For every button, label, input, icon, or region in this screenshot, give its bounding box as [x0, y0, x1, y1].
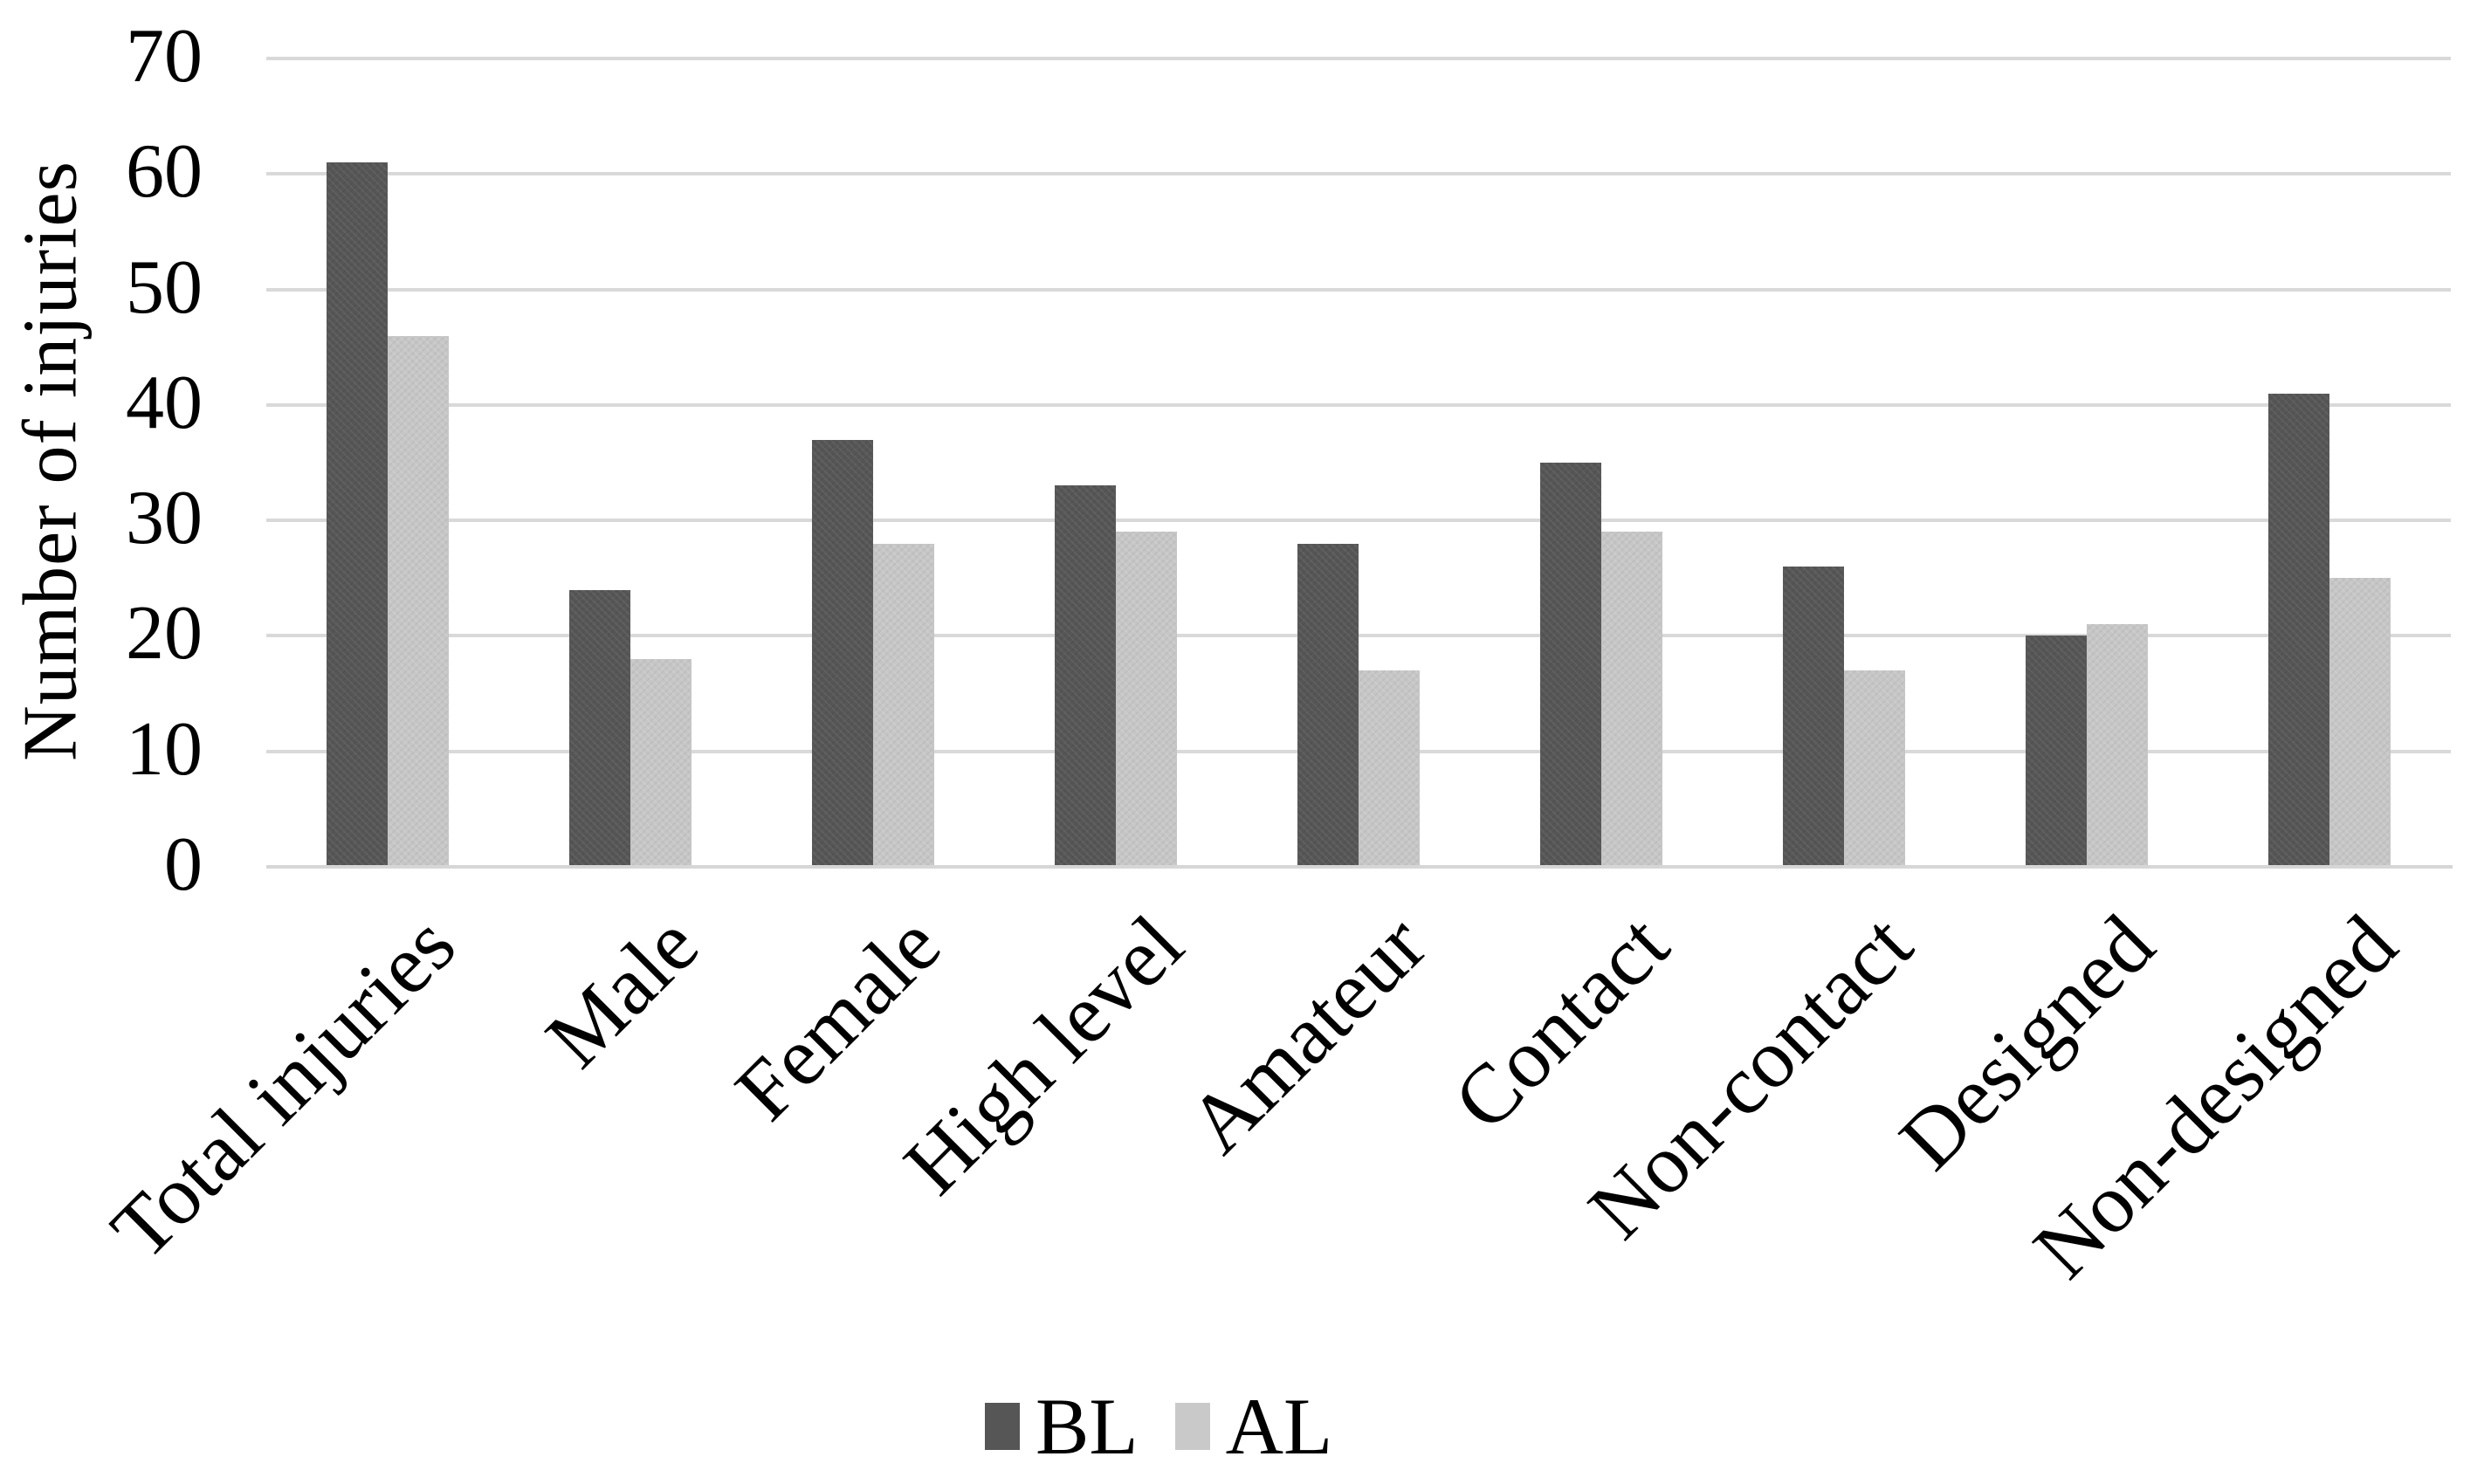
bar-al-amateur: [1359, 670, 1420, 867]
gridline-60: [266, 172, 2451, 176]
x-category-label-male: Male: [527, 897, 716, 1085]
bar-al-female: [873, 543, 934, 867]
bar-group-5: [1480, 58, 1723, 867]
legend-label-bl: BL: [1036, 1382, 1139, 1471]
plot-area: [266, 57, 2453, 869]
bar-al-non-contact: [1844, 670, 1905, 867]
x-category-label-contact: Contact: [1435, 897, 1687, 1148]
bar-al-non-designed: [2329, 578, 2391, 867]
y-tick-label-60: 60: [126, 129, 203, 215]
bar-al-high-level: [1116, 532, 1177, 867]
bar-bl-total-injuries: [327, 162, 388, 867]
legend-label-al: AL: [1225, 1382, 1333, 1471]
gridline-30: [266, 519, 2451, 523]
y-tick-label-30: 30: [126, 476, 203, 561]
bar-group-3: [994, 58, 1237, 867]
bar-pair: [1783, 567, 1905, 867]
legend-swatch-bl: [985, 1403, 1020, 1450]
bar-pair: [569, 589, 692, 867]
bar-al-contact: [1601, 532, 1662, 867]
legend: BL AL: [985, 1386, 1332, 1467]
bar-group-7: [1965, 58, 2208, 867]
legend-item-al: AL: [1174, 1382, 1333, 1471]
bar-bl-female: [812, 439, 873, 867]
y-tick-label-10: 10: [126, 706, 203, 792]
bar-group-4: [1237, 58, 1480, 867]
bar-group-2: [752, 58, 994, 867]
gridline-50: [266, 287, 2451, 292]
bar-bl-male: [569, 589, 630, 867]
gridline-70: [266, 57, 2451, 60]
bar-pair: [2268, 393, 2391, 867]
bar-al-male: [630, 658, 692, 867]
x-category-label-female: Female: [717, 897, 959, 1138]
x-axis-line: [266, 865, 2453, 869]
bar-pair: [1055, 485, 1177, 867]
bar-bl-contact: [1540, 463, 1601, 867]
gridline-40: [266, 402, 2451, 407]
bar-pair: [812, 439, 934, 867]
y-tick-label-50: 50: [126, 244, 203, 330]
bar-bl-non-contact: [1783, 567, 1844, 867]
bar-group-1: [509, 58, 752, 867]
bar-pair: [1540, 463, 1662, 867]
bar-bl-designed: [2026, 636, 2087, 867]
bar-group-6: [1723, 58, 1965, 867]
bar-pair: [2026, 624, 2148, 867]
bar-group-8: [2208, 58, 2451, 867]
legend-item-bl: BL: [985, 1386, 1139, 1467]
y-axis-tick-labels: 70 60 50 40 30 20 10 0: [0, 18, 203, 903]
bar-pair: [327, 162, 449, 867]
bar-bl-high-level: [1055, 485, 1116, 867]
bar-bl-non-designed: [2268, 393, 2329, 867]
legend-swatch-al: [1174, 1403, 1210, 1450]
bar-group-0: [266, 58, 509, 867]
bar-al-total-injuries: [388, 335, 449, 867]
bar-groups: [266, 58, 2451, 867]
y-tick-label-40: 40: [126, 361, 203, 446]
y-tick-label-20: 20: [126, 591, 203, 677]
bar-pair: [1297, 543, 1420, 867]
bar-bl-amateur: [1297, 543, 1359, 867]
y-tick-label-70: 70: [126, 14, 203, 100]
bar-al-designed: [2087, 624, 2148, 867]
y-tick-label-0: 0: [164, 822, 203, 908]
x-category-label-amateur: Amateur: [1170, 897, 1444, 1171]
gridline-20: [266, 634, 2451, 638]
x-category-label-total-injuries: Total injuries: [93, 897, 473, 1277]
